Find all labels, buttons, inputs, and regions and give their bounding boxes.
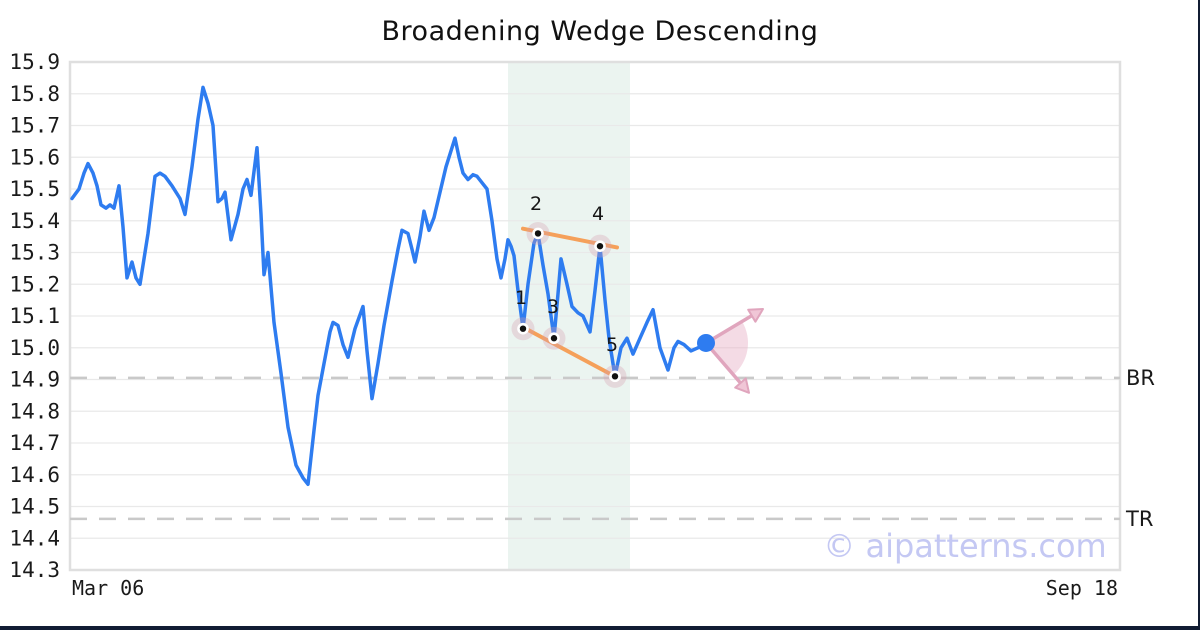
bottom-frame-bar — [0, 626, 1200, 630]
pattern-point-label: 1 — [515, 287, 527, 309]
y-tick-label: 14.5 — [9, 495, 60, 519]
y-tick-label: 14.9 — [9, 368, 60, 392]
projection-arrow-head — [734, 377, 750, 394]
pattern-point-dot — [534, 230, 542, 237]
chart-title: Broadening Wedge Descending — [381, 16, 819, 47]
y-tick-label: 15.2 — [9, 272, 60, 296]
pattern-point-dot — [596, 242, 604, 250]
y-tick-label: 15.3 — [9, 241, 60, 265]
y-tick-label: 14.8 — [9, 399, 60, 423]
chart-frame — [68, 60, 1122, 572]
y-tick-label: 14.6 — [9, 463, 60, 487]
level-label-tr: TR — [1125, 507, 1153, 531]
right-frame-bar — [1198, 0, 1200, 630]
y-tick-label: 15.0 — [9, 336, 60, 360]
y-tick-label: 14.7 — [9, 431, 60, 455]
pattern-trendline — [519, 324, 618, 379]
x-tick-label-end: Sep 18 — [1046, 576, 1118, 600]
projection-fan — [706, 321, 749, 375]
y-tick-label: 15.4 — [9, 209, 60, 233]
y-tick-label: 15.6 — [9, 145, 60, 169]
pattern-point-dot — [519, 325, 527, 332]
y-tick-label: 15.7 — [9, 114, 60, 138]
y-tick-label: 15.5 — [9, 177, 60, 201]
y-tick-label: 15.1 — [9, 304, 60, 328]
y-tick-label: 15.9 — [9, 50, 60, 74]
pattern-point-label: 4 — [592, 203, 604, 225]
price-line — [70, 85, 708, 487]
pattern-point-dot — [611, 373, 619, 380]
pattern-point-dot — [550, 335, 558, 342]
y-tick-label: 15.8 — [9, 82, 60, 106]
projection-arrow-head — [747, 308, 764, 323]
level-label-br: BR — [1126, 366, 1155, 390]
endpoint-dot — [697, 333, 715, 352]
pattern-point-label: 2 — [530, 193, 542, 215]
x-tick-label-start: Mar 06 — [72, 576, 144, 600]
pattern-point-label: 5 — [606, 334, 618, 356]
pattern-point-label: 3 — [547, 296, 559, 318]
y-tick-label: 14.4 — [9, 526, 60, 550]
y-tick-label: 14.3 — [9, 558, 60, 582]
